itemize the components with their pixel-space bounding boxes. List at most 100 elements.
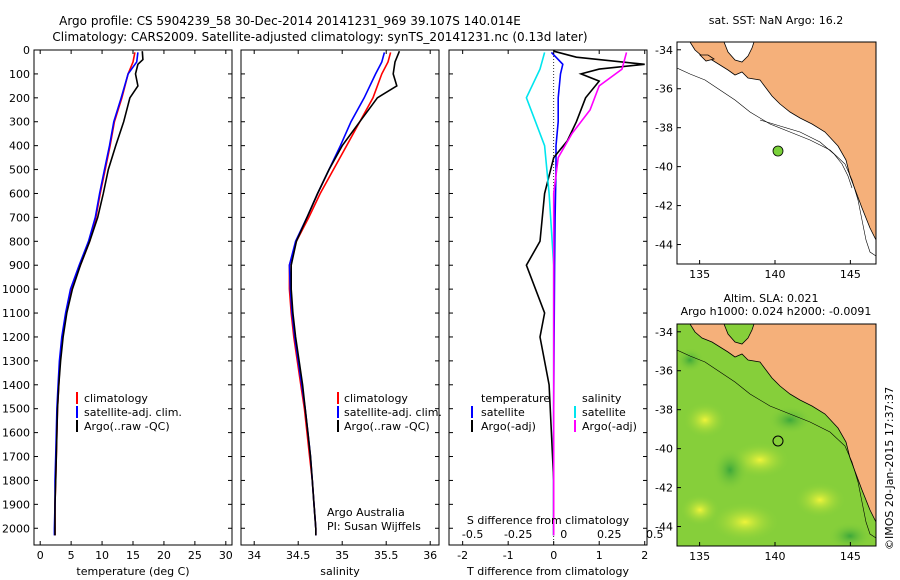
sst-map-island xyxy=(699,54,715,62)
sla-blob xyxy=(712,448,748,492)
map-y-tick-label: -38 xyxy=(655,122,673,135)
legend-label-temp-argo: Argo(-adj) xyxy=(481,420,536,433)
sla-blob xyxy=(680,494,720,526)
y-tick-label: 1600 xyxy=(2,427,30,440)
sla-blob xyxy=(768,406,812,434)
salinity-panel: 34 34.5 35 35.5 36 xyxy=(241,49,439,562)
y-tick-label: 500 xyxy=(9,164,30,177)
x-tick-label: 36 xyxy=(423,549,437,562)
temperature-legend: climatology satellite-adj. clim. Argo(..… xyxy=(76,392,182,433)
legend-label-satellite: satellite-adj. clim. xyxy=(344,406,442,419)
header-line1: Argo profile: CS 5904239_58 30-Dec-2014 … xyxy=(59,14,521,28)
top-tick-label: 0.25 xyxy=(597,528,622,541)
x-tick-label: 5 xyxy=(68,549,75,562)
y-tick-label: 700 xyxy=(9,211,30,224)
y-tick-label: 800 xyxy=(9,235,30,248)
legend-label-satellite: satellite-adj. clim. xyxy=(84,406,182,419)
x-tick-label: 0 xyxy=(37,549,44,562)
y-tick-label: 1100 xyxy=(2,307,30,320)
x-tick-label: 34 xyxy=(247,549,261,562)
difference-plot-frame xyxy=(448,49,648,546)
sst-map-land xyxy=(689,42,876,241)
y-tick-label: 1200 xyxy=(2,331,30,344)
top-tick-label: 0 xyxy=(560,528,567,541)
salinity-legend: climatology satellite-adj. clim. Argo(..… xyxy=(337,392,442,433)
sla-blob xyxy=(710,502,780,542)
sla-map-float-marker xyxy=(772,435,784,447)
legend-label-climatology: climatology xyxy=(84,392,148,405)
series-line-satellite xyxy=(53,52,139,536)
y-tick-label: 1800 xyxy=(2,474,30,487)
temperature-panel: 0 5 10 15 20 25 300100200300400500600700800900… xyxy=(2,44,233,562)
map-x-tick-label: 135 xyxy=(689,550,710,563)
sla-blob xyxy=(794,482,846,518)
legend-label-temp-satellite: satellite xyxy=(481,406,525,419)
sla-map-title-1: Altim. SLA: 0.021 xyxy=(723,292,818,305)
sst-map-ticks: 135 140 145 -34 -36 -38 -40 -42 -44 xyxy=(655,44,861,281)
map-x-tick-label: 140 xyxy=(764,268,785,281)
y-tick-label: 2000 xyxy=(2,522,30,535)
sla-map-title-2: Argo h1000: 0.024 h2000: -0.0091 xyxy=(681,305,872,318)
temperature-xlabel: temperature (deg C) xyxy=(76,565,189,578)
y-tick-label: 600 xyxy=(9,187,30,200)
sst-map-gulf xyxy=(723,42,755,63)
x-tick-label: 35.5 xyxy=(374,549,399,562)
x-tick-label: 15 xyxy=(126,549,140,562)
sst-map: sat. SST: NaN Argo: 16.2 135 140 145 -34 -36… xyxy=(655,14,877,281)
difference-xlabel: T difference from climatology xyxy=(466,565,629,578)
sla-map-ticks: 135 140 145 -34 -36 -38 -40 -42 -44 xyxy=(655,326,861,563)
salinity-plot-frame xyxy=(240,49,440,546)
salinity-annotation-1: Argo Australia xyxy=(327,506,405,519)
sla-map-contour xyxy=(677,349,876,539)
sla-blob xyxy=(677,348,704,372)
sla-map-anomaly-blobs xyxy=(677,324,876,546)
sst-map-float-marker xyxy=(772,145,784,157)
map-y-tick-label: -42 xyxy=(655,200,673,213)
map-x-tick-label: 140 xyxy=(764,550,785,563)
x-tick-label: 25 xyxy=(188,549,202,562)
top-tick-label: -0.25 xyxy=(504,528,532,541)
y-tick-label: 400 xyxy=(9,140,30,153)
header-line2: Climatology: CARS2009. Satellite-adjuste… xyxy=(52,30,587,44)
map-x-tick-label: 145 xyxy=(840,268,861,281)
map-y-tick-label: -44 xyxy=(655,521,673,534)
y-tick-label: 0 xyxy=(23,44,30,57)
sla-map-frame xyxy=(676,323,877,547)
top-tick-label: -0.5 xyxy=(462,528,483,541)
x-tick-label: 2 xyxy=(641,549,648,562)
sla-map-gulf xyxy=(723,324,755,345)
x-tick-label: 10 xyxy=(95,549,109,562)
x-tick-label: 34.5 xyxy=(286,549,311,562)
y-tick-label: 100 xyxy=(9,68,30,81)
map-y-tick-label: -40 xyxy=(655,161,673,174)
sst-map-frame xyxy=(676,41,877,265)
map-y-tick-label: -34 xyxy=(655,326,673,339)
y-tick-label: 1400 xyxy=(2,379,30,392)
legend-label-argo: Argo(..raw -QC) xyxy=(84,420,170,433)
y-tick-label: 300 xyxy=(9,116,30,129)
y-tick-label: 900 xyxy=(9,259,30,272)
difference-panel: -2 -1 0 1 2 -0.5 -0.25 0 0.25 0.5 xyxy=(449,49,664,562)
salinity-xlabel: salinity xyxy=(320,565,360,578)
series-line-argo xyxy=(525,50,645,536)
top-tick-label: 0.5 xyxy=(646,528,664,541)
difference-legend: temperature satellite Argo(-adj) salinit… xyxy=(471,392,637,433)
map-y-tick-label: -42 xyxy=(655,482,673,495)
x-tick-label: 0 xyxy=(550,549,557,562)
x-tick-label: 1 xyxy=(596,549,603,562)
y-tick-label: 1300 xyxy=(2,355,30,368)
x-tick-label: -1 xyxy=(503,549,514,562)
imos-timestamp: ©IMOS 20-Jan-2015 17:37:37 xyxy=(883,387,896,550)
y-tick-label: 1900 xyxy=(2,498,30,511)
series-line-satellite xyxy=(288,52,386,536)
sla-map-land xyxy=(689,324,876,523)
map-x-tick-label: 135 xyxy=(689,268,710,281)
sla-blob xyxy=(683,402,727,438)
series-line-argo xyxy=(290,50,401,536)
sst-map-title: sat. SST: NaN Argo: 16.2 xyxy=(709,14,843,27)
map-y-tick-label: -38 xyxy=(655,404,673,417)
series-line-climatology xyxy=(288,52,392,536)
y-tick-label: 1700 xyxy=(2,451,30,464)
y-tick-label: 1500 xyxy=(2,403,30,416)
map-x-tick-label: 145 xyxy=(840,550,861,563)
